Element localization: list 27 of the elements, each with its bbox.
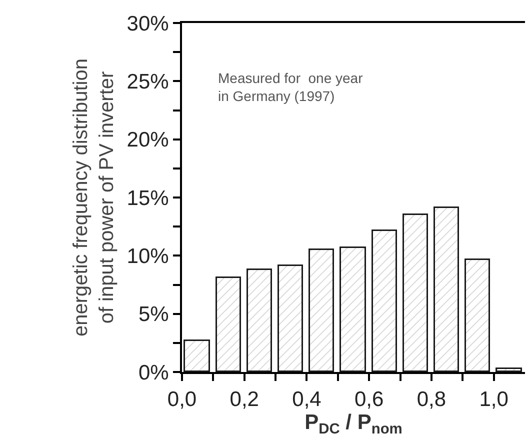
bar bbox=[184, 340, 210, 372]
y-tick-label: 30% bbox=[126, 12, 169, 36]
bar bbox=[434, 206, 459, 372]
y-tick-label: 15% bbox=[126, 186, 169, 210]
bar bbox=[278, 264, 303, 372]
y-axis-title: energetic frequency distribution of input power of PV inverter bbox=[70, 58, 118, 336]
bar bbox=[464, 258, 490, 372]
bar bbox=[308, 248, 334, 372]
x-tick-label: 0,4 bbox=[292, 388, 322, 412]
bar bbox=[496, 368, 522, 372]
annotation: Measured for one year in Germany (1997) bbox=[218, 70, 364, 104]
x-axis-title: P$_{DC}$ / P$_{nom}$ bbox=[304, 411, 402, 438]
x-tick-label: 0,2 bbox=[230, 388, 259, 412]
y-tick-label: 10% bbox=[126, 245, 169, 268]
x-tick-label: 1,0 bbox=[479, 388, 508, 412]
x-tick-label: 0,8 bbox=[416, 388, 446, 412]
y-tick-label: 20% bbox=[126, 128, 169, 152]
bar bbox=[340, 246, 366, 372]
bar bbox=[402, 214, 428, 372]
bar bbox=[246, 268, 272, 372]
x-tick-label: 0,0 bbox=[167, 388, 197, 412]
y-tick-label: 0% bbox=[138, 361, 169, 384]
y-tick-label: 5% bbox=[138, 303, 169, 326]
y-tick-label: 25% bbox=[126, 70, 169, 94]
bar bbox=[372, 230, 397, 372]
x-tick-label: 0,6 bbox=[354, 388, 384, 412]
bar bbox=[216, 276, 241, 372]
